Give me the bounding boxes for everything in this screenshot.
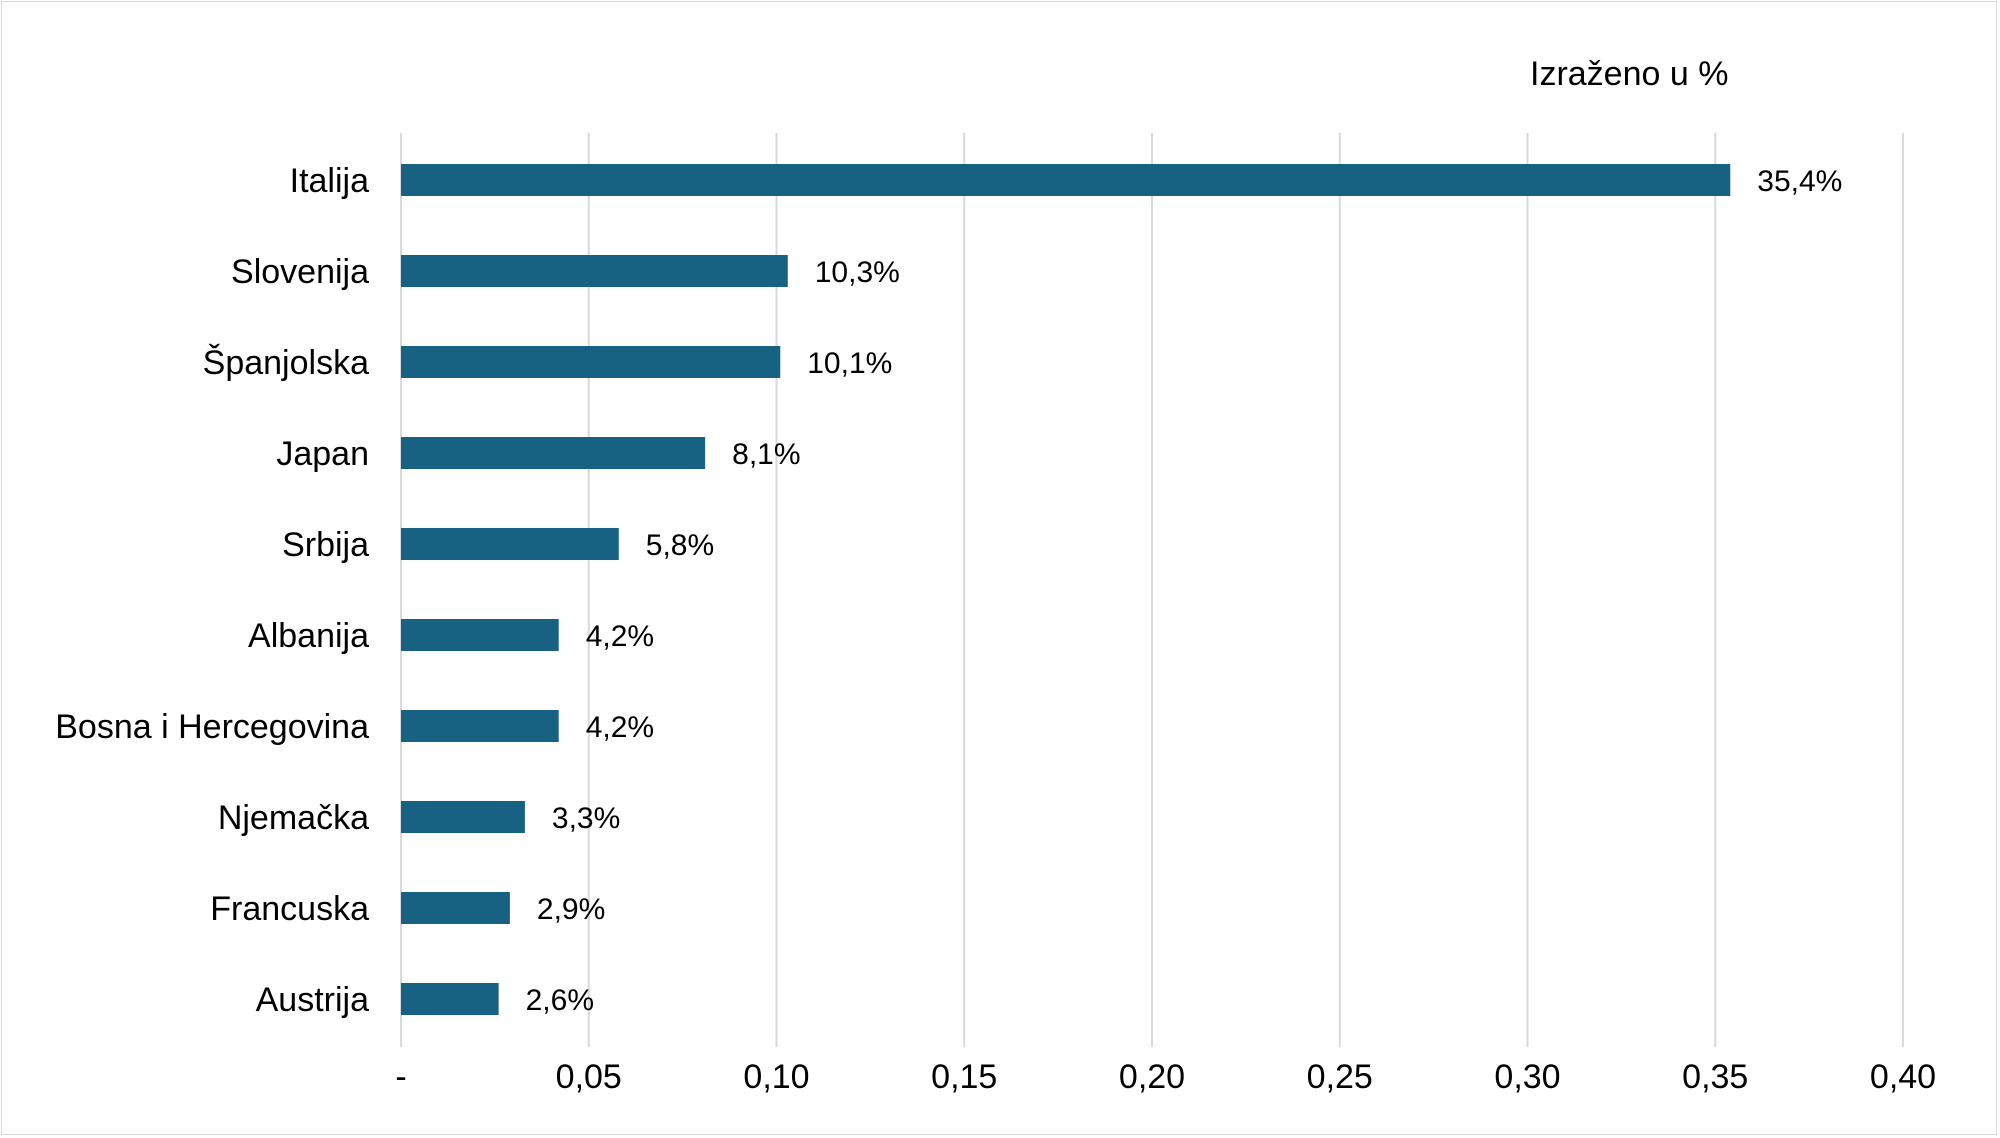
bar	[401, 710, 559, 742]
data-label: 10,1%	[807, 347, 892, 380]
category-label: Njemačka	[218, 799, 369, 837]
bar	[401, 255, 788, 287]
category-label: Japan	[276, 435, 369, 473]
x-tick-label: 0,30	[1494, 1058, 1560, 1096]
x-tick-label: 0,40	[1870, 1058, 1936, 1096]
category-label: Slovenija	[231, 253, 369, 291]
data-label: 4,2%	[586, 711, 654, 744]
data-label: 5,8%	[646, 529, 714, 562]
data-label: 10,3%	[815, 256, 900, 289]
bar	[401, 346, 781, 378]
bar	[401, 983, 499, 1015]
data-labels: 35,4% 10,3% 10,1% 8,1% 5,8% 4,2% 4,2% 3,3% 2,9% 2…	[526, 165, 1843, 1017]
bars	[401, 164, 1731, 1015]
data-label: 8,1%	[732, 438, 800, 471]
category-label: Austrija	[256, 981, 369, 1019]
x-tick-label: 0,35	[1682, 1058, 1748, 1096]
bar	[401, 164, 1731, 196]
bar	[401, 528, 619, 560]
category-label: Italija	[290, 162, 369, 200]
bar	[401, 437, 706, 469]
category-label: Španjolska	[203, 344, 369, 382]
x-tick-label: -	[395, 1058, 406, 1096]
bar	[401, 892, 510, 924]
data-label: 2,6%	[526, 984, 594, 1017]
category-label: Bosna i Hercegovina	[55, 708, 369, 746]
category-label: Albanija	[248, 617, 369, 655]
data-label: 4,2%	[586, 620, 654, 653]
data-label: 35,4%	[1757, 165, 1842, 198]
category-label: Srbija	[282, 526, 369, 564]
bar	[401, 619, 559, 651]
category-labels: Italija Slovenija Španjolska Japan Srbija Alb…	[55, 162, 369, 1019]
x-tick-labels: - 0,05 0,10 0,15 0,20 0,25 0,30 0,35 0,40	[395, 1058, 1936, 1096]
x-tick-label: 0,25	[1307, 1058, 1373, 1096]
x-tick-label: 0,10	[743, 1058, 809, 1096]
data-label: 3,3%	[552, 802, 620, 835]
bar	[401, 801, 525, 833]
x-tick-label: 0,05	[556, 1058, 622, 1096]
x-tick-label: 0,15	[931, 1058, 997, 1096]
category-label: Francuska	[210, 890, 369, 928]
data-label: 2,9%	[537, 893, 605, 926]
unit-note: Izraženo u %	[1530, 55, 1729, 93]
x-tick-label: 0,20	[1119, 1058, 1185, 1096]
